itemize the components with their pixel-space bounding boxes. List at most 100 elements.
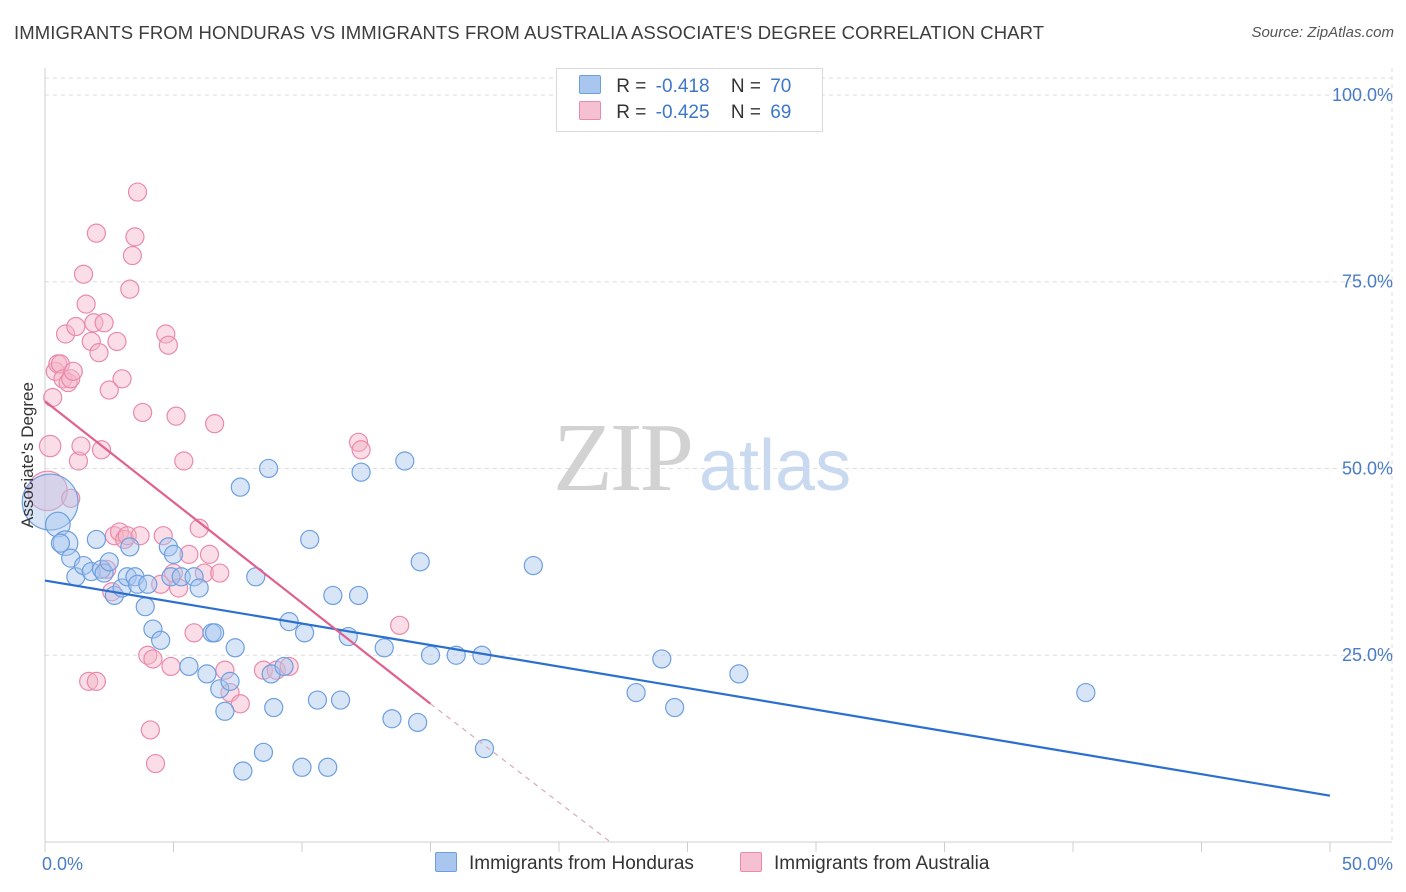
watermark-zip: ZIP bbox=[553, 404, 694, 512]
honduras-point bbox=[230, 477, 250, 497]
honduras-point bbox=[1076, 682, 1096, 703]
x-tick-label: 50.0% bbox=[1342, 854, 1393, 874]
honduras-point bbox=[21, 473, 79, 531]
australia-point bbox=[122, 245, 143, 266]
honduras-point bbox=[374, 638, 394, 658]
honduras-point bbox=[215, 701, 235, 721]
australia-point bbox=[120, 279, 140, 299]
trend-lines bbox=[44, 400, 1331, 843]
honduras-point bbox=[179, 656, 199, 677]
australia-point bbox=[84, 313, 104, 333]
honduras-point bbox=[408, 712, 428, 733]
australia-point bbox=[125, 227, 145, 247]
honduras-point bbox=[210, 679, 230, 699]
australia-point bbox=[53, 369, 73, 389]
tick-labels: 25.0% 50.0% 75.0% 100.0% 0.0% 50.0% bbox=[42, 85, 1393, 874]
honduras-point bbox=[264, 697, 284, 718]
honduras-point bbox=[382, 709, 402, 729]
honduras-point bbox=[348, 585, 369, 606]
legend-n-value: 70 bbox=[770, 76, 792, 97]
honduras-point bbox=[729, 664, 749, 684]
australia-point bbox=[43, 387, 63, 408]
y-tick-label: 75.0% bbox=[1342, 272, 1393, 292]
honduras-point bbox=[274, 656, 294, 677]
australia-point bbox=[66, 316, 86, 337]
honduras-point bbox=[94, 563, 114, 583]
legend-r-label: R = bbox=[616, 102, 647, 123]
honduras-point bbox=[73, 555, 94, 576]
y-axis-label: Associate's Degree bbox=[18, 382, 37, 528]
australia-point bbox=[71, 436, 91, 456]
honduras-point bbox=[474, 738, 495, 759]
honduras-point bbox=[523, 555, 543, 576]
honduras-point bbox=[197, 664, 217, 684]
honduras-swatch bbox=[435, 852, 457, 872]
legend-r-value: -0.418 bbox=[655, 76, 710, 97]
chart-title: IMMIGRANTS FROM HONDURAS VS IMMIGRANTS F… bbox=[14, 22, 1045, 43]
honduras-point bbox=[307, 690, 328, 710]
honduras-point bbox=[163, 544, 184, 565]
australia-points bbox=[27, 182, 410, 774]
honduras-point bbox=[323, 585, 343, 606]
honduras-point bbox=[253, 742, 274, 762]
australia-point bbox=[348, 432, 369, 452]
australia-point bbox=[279, 656, 299, 677]
y-tick-label: 100.0% bbox=[1332, 85, 1393, 105]
honduras-point bbox=[330, 690, 351, 710]
australia-swatch bbox=[579, 101, 601, 120]
australia-point bbox=[153, 526, 173, 546]
australia-point bbox=[79, 671, 99, 692]
australia-point bbox=[351, 440, 371, 460]
australia-point bbox=[215, 660, 235, 680]
legend-row-australia: R = -0.425 N = 69 bbox=[579, 101, 791, 127]
australia-point bbox=[63, 361, 83, 381]
y-tick-label: 50.0% bbox=[1342, 458, 1393, 478]
australia-point bbox=[86, 671, 107, 692]
honduras-point bbox=[99, 552, 119, 572]
honduras-point bbox=[120, 537, 140, 557]
honduras-legend-label: Immigrants from Honduras bbox=[469, 853, 694, 874]
australia-point bbox=[145, 753, 166, 774]
honduras-point bbox=[410, 552, 430, 572]
australia-point bbox=[158, 335, 178, 355]
honduras-point bbox=[127, 574, 148, 594]
legend-r-label: R = bbox=[616, 76, 647, 97]
australia-point bbox=[107, 331, 127, 352]
honduras-point bbox=[652, 649, 672, 669]
australia-point bbox=[174, 451, 194, 471]
honduras-point bbox=[665, 697, 685, 718]
australia-swatch bbox=[740, 852, 762, 872]
australia-point bbox=[81, 331, 101, 352]
australia-point bbox=[94, 313, 114, 333]
australia-point bbox=[184, 623, 204, 643]
australia-point bbox=[99, 380, 119, 400]
australia-point bbox=[199, 544, 220, 565]
australia-point bbox=[76, 294, 96, 314]
australia-point bbox=[27, 470, 68, 512]
x-tick-label: 0.0% bbox=[42, 854, 83, 874]
honduras-point bbox=[225, 638, 245, 658]
honduras-point bbox=[420, 645, 441, 665]
australia-point bbox=[230, 694, 250, 714]
bottom-legend-honduras: Immigrants from Honduras bbox=[435, 852, 694, 875]
australia-point bbox=[112, 369, 132, 389]
legend-row-honduras: R = -0.418 N = 70 bbox=[579, 75, 791, 101]
honduras-point bbox=[395, 451, 415, 471]
australia-point bbox=[140, 720, 160, 740]
australia-point bbox=[169, 578, 189, 598]
australia-legend-label: Immigrants from Australia bbox=[774, 853, 990, 874]
australia-point bbox=[210, 563, 230, 583]
honduras-point bbox=[292, 757, 312, 777]
honduras-points bbox=[21, 451, 1096, 781]
honduras-point bbox=[184, 567, 204, 587]
stats-legend: R = -0.418 N = 70 R = -0.425 N = 69 bbox=[556, 68, 823, 132]
australia-point bbox=[89, 343, 109, 363]
legend-n-label: N = bbox=[730, 76, 761, 97]
honduras-point bbox=[86, 529, 107, 550]
honduras-point bbox=[258, 458, 279, 479]
australia-point bbox=[138, 645, 158, 665]
australia-point bbox=[166, 406, 186, 426]
australia-trend-line bbox=[44, 400, 432, 705]
honduras-point bbox=[233, 761, 253, 781]
